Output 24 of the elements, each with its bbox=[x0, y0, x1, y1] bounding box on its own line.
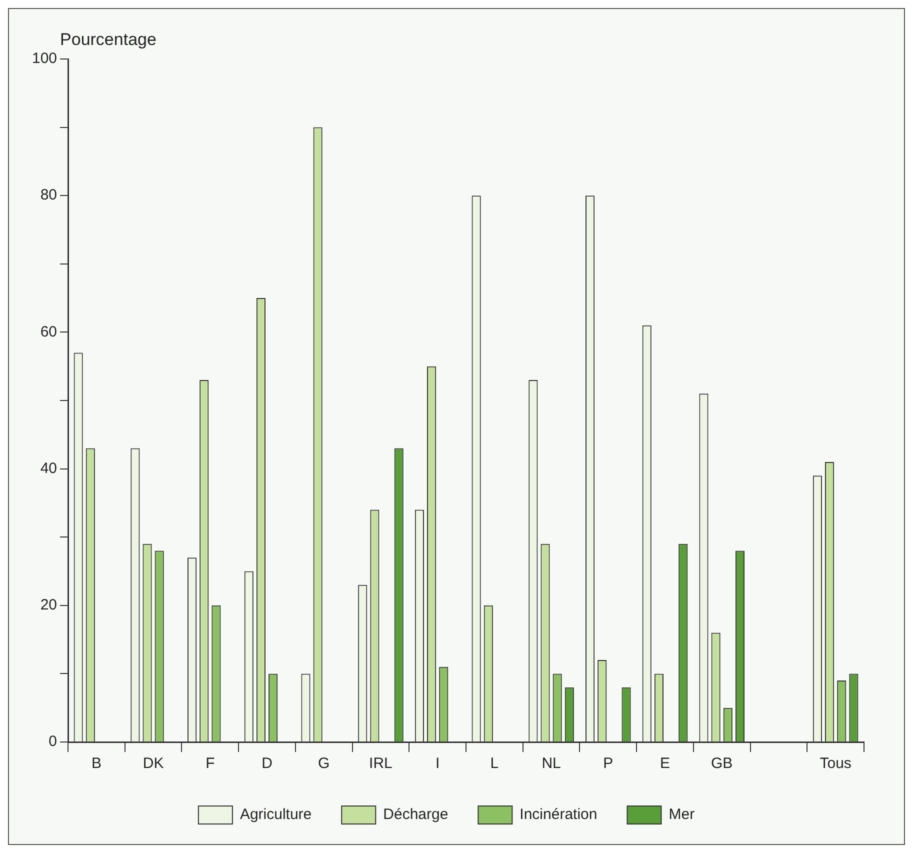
legend-label: Incinération bbox=[520, 806, 598, 824]
legend-label: Décharge bbox=[383, 806, 448, 824]
y-axis-title: Pourcentage bbox=[60, 30, 156, 50]
x-tick-label: GB bbox=[711, 755, 733, 772]
y-tick-label: 40 bbox=[40, 460, 58, 477]
x-tick-label: G bbox=[318, 755, 330, 772]
x-tick-label: DK bbox=[142, 755, 164, 772]
x-tick-label: B bbox=[91, 755, 102, 772]
x-tick-label: E bbox=[660, 755, 670, 772]
x-tick-label: IRL bbox=[369, 755, 392, 772]
x-tick-label: NL bbox=[542, 755, 561, 772]
x-tick-label: P bbox=[603, 755, 614, 772]
y-tick-label: 0 bbox=[48, 733, 58, 750]
y-tick-label: 20 bbox=[40, 596, 58, 614]
x-tick-label: Tous bbox=[820, 755, 852, 772]
x-tick-label: L bbox=[490, 755, 499, 772]
y-tick-label: 60 bbox=[40, 323, 58, 340]
y-tick-label: 80 bbox=[40, 186, 58, 204]
legend-label: Agriculture bbox=[240, 806, 312, 824]
legend-label: Mer bbox=[668, 806, 695, 824]
x-tick-label: I bbox=[436, 755, 440, 772]
x-tick-label: F bbox=[206, 755, 215, 772]
y-tick-label: 100 bbox=[32, 50, 58, 68]
x-tick-label: D bbox=[262, 755, 273, 772]
